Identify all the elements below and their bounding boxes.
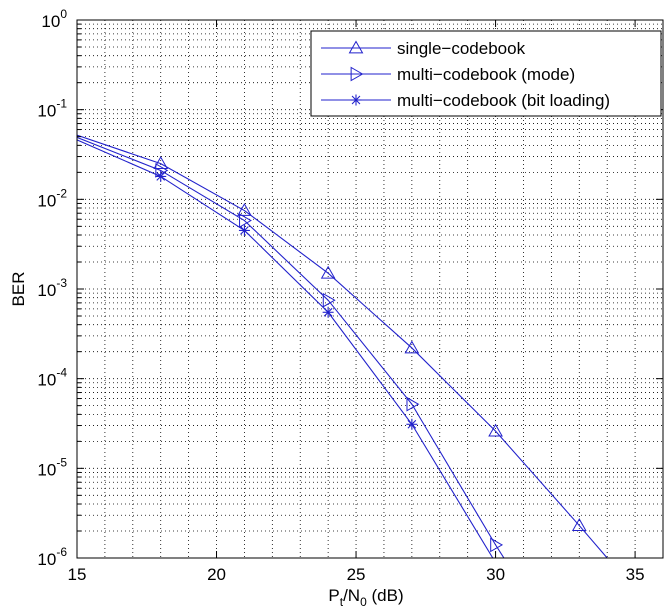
- series-line: [77, 134, 608, 558]
- x-axis-label: Pt/N0 (dB): [328, 586, 403, 609]
- marker-asterisk-stroke: [351, 95, 361, 105]
- x-axis-label-mid: /N: [343, 586, 360, 605]
- marker-triangle-right: [155, 163, 169, 178]
- marker-asterisk: [350, 94, 362, 106]
- marker-triangle-up: [488, 423, 503, 437]
- legend: single−codebook multi−codebook (mode) mult…: [310, 30, 662, 117]
- ticks: [76, 19, 663, 559]
- x-axis-label-unit: (dB): [367, 586, 404, 605]
- tick-labels: 15 20 25 30 35 100 10-1 10-2 10-3 10-4 10-5 10-6: [37, 7, 644, 584]
- marker-asterisk: [322, 306, 334, 318]
- marker-asterisk: [238, 224, 250, 236]
- marker-triangle-up: [404, 340, 420, 354]
- marker-asterisk-stroke: [240, 226, 249, 235]
- marker-asterisk: [155, 170, 167, 182]
- marker-triangle-up: [348, 40, 364, 54]
- x-axis-label-sub1: t: [340, 595, 344, 609]
- series-line: [77, 136, 505, 558]
- series-3: [77, 139, 494, 558]
- marker-triangle-up: [153, 156, 169, 170]
- marker-triangle-up: [571, 518, 587, 531]
- y-tick-label: 10-4: [37, 366, 67, 390]
- marker-triangle-up: [320, 265, 336, 279]
- marker-asterisk-stroke: [407, 419, 417, 429]
- y-tick-label: 10-1: [37, 97, 67, 121]
- marker-triangle-up: [237, 203, 252, 216]
- legend-label: multi−codebook (mode): [397, 65, 575, 84]
- legend-item-1: single−codebook: [321, 39, 526, 58]
- y-tick-label: 10-2: [37, 186, 67, 210]
- x-tick-label: 20: [207, 565, 226, 584]
- y-tick-label: 10-6: [37, 545, 67, 569]
- x-tick-label: 35: [626, 565, 645, 584]
- x-tick-label: 30: [486, 565, 505, 584]
- legend-item-2: multi−codebook (mode): [321, 65, 575, 84]
- x-tick-label: 25: [347, 565, 366, 584]
- series-1: [77, 134, 608, 558]
- marker-asterisk-stroke: [156, 172, 166, 181]
- series-2: [77, 136, 505, 558]
- y-tick-label: 10-3: [37, 276, 67, 300]
- series-line: [77, 139, 494, 558]
- marker-triangle-right: [490, 537, 504, 553]
- marker-triangle-right: [406, 396, 420, 412]
- y-tick-label: 100: [41, 7, 67, 31]
- marker-asterisk: [406, 418, 418, 430]
- marker-asterisk-stroke: [323, 307, 333, 317]
- y-axis-label: BER: [9, 272, 28, 307]
- y-tick-label: 10-5: [37, 455, 67, 479]
- grid: [77, 20, 663, 558]
- legend-items: single−codebook multi−codebook (mode) mult…: [321, 39, 610, 110]
- x-axis-label-sub2: 0: [360, 595, 367, 609]
- legend-label: multi−codebook (bit loading): [397, 91, 610, 110]
- x-tick-label: 15: [68, 565, 87, 584]
- series-group: [77, 134, 608, 558]
- legend-item-3: multi−codebook (bit loading): [321, 91, 610, 110]
- marker-triangle-right: [239, 213, 252, 228]
- x-axis-label-main: P: [328, 586, 339, 605]
- marker-triangle-right: [350, 66, 364, 82]
- marker-triangle-right: [322, 292, 336, 308]
- legend-label: single−codebook: [397, 39, 526, 58]
